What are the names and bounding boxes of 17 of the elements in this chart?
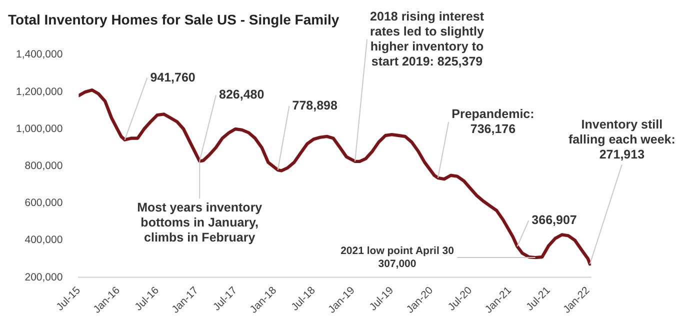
annotation: 826,480	[219, 88, 264, 102]
annotation: 778,898	[292, 98, 338, 112]
y-tick-label: 1,000,000	[16, 122, 63, 135]
annotation: 2021 low point April 30 307,000	[340, 244, 454, 270]
annotation: 2018 rising interest rates led to slightly higher inventory to start 2019: 825,379	[370, 9, 485, 68]
annotation: 366,907	[532, 212, 577, 227]
y-tick-label: 800,000	[24, 160, 63, 172]
y-tick-label: 400,000	[24, 234, 63, 246]
y-tick-label: 200,000	[24, 271, 63, 284]
annotation: Inventory still falling each week: 271,913	[568, 118, 676, 162]
chart-title: Total Inventory Homes for Sale US - Single Family	[8, 11, 340, 28]
y-tick-label: 1,200,000	[16, 86, 63, 98]
annotation: 941,760	[150, 70, 196, 84]
annotation: Prepandemic: 736,176	[452, 106, 534, 136]
y-tick-label: 1,400,000	[16, 48, 63, 61]
y-tick-label: 600,000	[24, 197, 63, 210]
annotation: Most years inventory bottoms in January, climbs in February	[137, 200, 262, 245]
